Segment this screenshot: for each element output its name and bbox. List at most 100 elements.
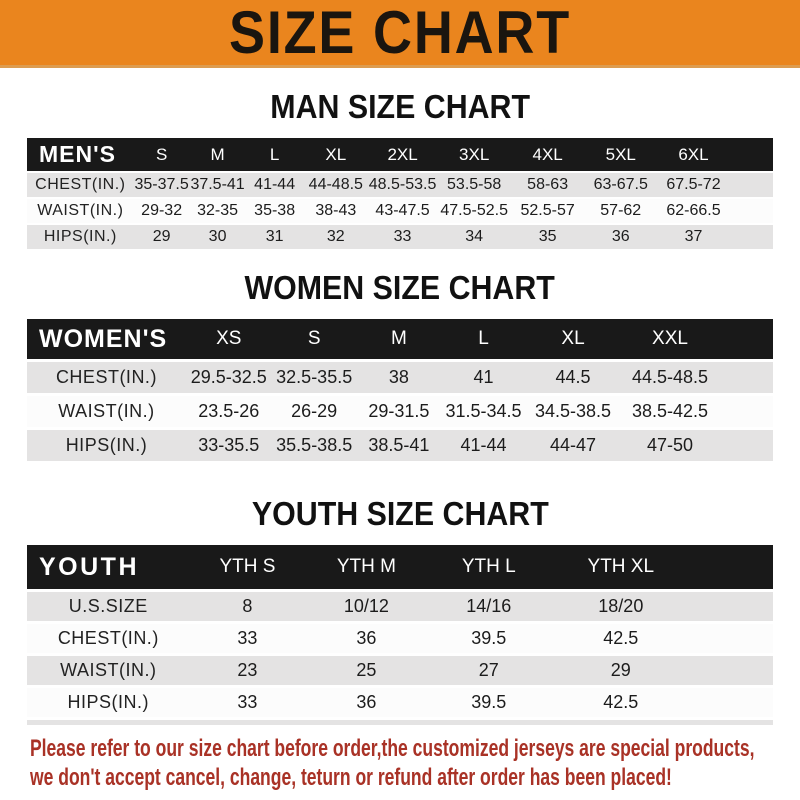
- column-header: XS: [216, 328, 242, 349]
- footer-note-line-2: we don't accept cancel, change, teturn o…: [30, 764, 672, 791]
- section-heading-text-women: WOMEN SIZE CHART: [244, 269, 556, 306]
- row-label: U.S.SIZE: [68, 596, 148, 616]
- size-value-cell: 30: [208, 228, 227, 245]
- table-row: HIPS(IN.) 33-35.5 35.5-38.5 38.5-41 41-44 44-…: [27, 430, 773, 461]
- size-value-cell: 44.5-48.5: [631, 367, 709, 387]
- size-value-cell: 37.5-41: [190, 176, 245, 193]
- section-heading-text-men: MAN SIZE CHART: [270, 88, 530, 125]
- table-row: CHEST(IN.) 33 36 39.5 42.5: [27, 624, 773, 653]
- row-label: HIPS(IN.): [43, 228, 117, 245]
- size-value-cell: 26-29: [291, 401, 338, 421]
- row-label: WAIST(IN.): [37, 202, 124, 219]
- size-value-cell: 35-38: [254, 202, 296, 219]
- table-row: HIPS(IN.) 29 30 31 32 33 34 35 36 37: [27, 225, 773, 249]
- size-value-cell: 31: [265, 228, 284, 245]
- size-value-cell: 38.5-42.5: [631, 401, 709, 421]
- table-bottom-strip: [27, 720, 773, 725]
- size-value-cell: 44-47: [550, 435, 597, 455]
- size-value-cell: 47-50: [646, 435, 694, 455]
- size-value-cell: 23: [237, 660, 258, 680]
- row-label: CHEST(IN.): [55, 367, 157, 387]
- size-value-cell: 38.5-41: [368, 435, 430, 455]
- section-heading-men: MAN SIZE CHART: [0, 90, 800, 123]
- size-value-cell: 8: [242, 596, 253, 616]
- size-value-cell: 57-62: [600, 202, 642, 219]
- footer-note-line-1: Please refer to our size chart before or…: [30, 735, 755, 762]
- size-value-cell: 29-31.5: [368, 401, 430, 421]
- table-corner-label-men: MEN'S: [39, 141, 116, 167]
- column-header: YTH S: [219, 556, 276, 577]
- table-header-row-women: WOMEN'S XS S M L XL XXL: [27, 319, 773, 359]
- size-value-cell: 29: [152, 228, 171, 245]
- size-value-cell: 35: [538, 228, 557, 245]
- size-value-cell: 29: [610, 660, 631, 680]
- table-corner-label-youth: YOUTH: [39, 552, 139, 581]
- row-label: HIPS(IN.): [67, 692, 150, 712]
- size-value-cell: 33: [237, 628, 258, 648]
- column-header: YTH L: [461, 556, 516, 577]
- table-row: HIPS(IN.) 33 36 39.5 42.5: [27, 688, 773, 717]
- size-value-cell: 36: [356, 628, 377, 648]
- size-value-cell: 32.5-35.5: [276, 367, 353, 387]
- size-value-cell: 36: [356, 692, 377, 712]
- column-header: XXL: [652, 328, 688, 349]
- column-header: YTH M: [336, 556, 396, 577]
- size-value-cell: 25: [356, 660, 377, 680]
- table-row: WAIST(IN.) 29-32 32-35 35-38 38-43 43-47.5 47.…: [27, 199, 773, 223]
- size-value-cell: 33: [393, 228, 412, 245]
- size-value-cell: 42.5: [603, 628, 639, 648]
- size-value-cell: 35.5-38.5: [276, 435, 353, 455]
- table-corner-label-women: WOMEN'S: [39, 324, 168, 353]
- size-value-cell: 41-44: [254, 176, 296, 193]
- footer-note: Please refer to our size chart before or…: [30, 734, 800, 792]
- size-value-cell: 18/20: [598, 596, 644, 616]
- size-value-cell: 62-66.5: [666, 202, 721, 219]
- column-header: M: [210, 144, 225, 164]
- size-value-cell: 67.5-72: [666, 176, 721, 193]
- size-value-cell: 34: [465, 228, 484, 245]
- column-header: 2XL: [387, 144, 418, 164]
- size-value-cell: 32: [326, 228, 345, 245]
- size-value-cell: 35-37.5: [134, 176, 189, 193]
- row-label: CHEST(IN.): [57, 628, 159, 648]
- row-label: WAIST(IN.): [60, 660, 157, 680]
- row-label: HIPS(IN.): [65, 435, 148, 455]
- size-value-cell: 63-67.5: [593, 176, 648, 193]
- size-value-cell: 41-44: [460, 435, 507, 455]
- size-value-cell: 47.5-52.5: [440, 202, 508, 219]
- table-row: CHEST(IN.) 29.5-32.5 32.5-35.5 38 41 44.5 44.5…: [27, 362, 773, 393]
- column-header: XL: [325, 144, 347, 164]
- size-table-youth: YOUTH YTH S YTH M YTH L YTH XL U.S.SIZE 8 10/12…: [27, 545, 773, 717]
- size-table-men: MEN'S S M L XL 2XL 3XL 4XL 5XL 6XL CHEST(IN.) 35-37…: [27, 138, 773, 249]
- size-value-cell: 58-63: [527, 176, 569, 193]
- column-header: 5XL: [605, 144, 636, 164]
- size-value-cell: 29-32: [141, 202, 183, 219]
- size-value-cell: 23.5-26: [198, 401, 260, 421]
- table-header-row-men: MEN'S S M L XL 2XL 3XL 4XL 5XL 6XL: [27, 138, 773, 171]
- size-value-cell: 37: [684, 228, 703, 245]
- size-value-cell: 29.5-32.5: [190, 367, 267, 387]
- column-header: 4XL: [532, 144, 563, 164]
- column-header: L: [269, 144, 280, 164]
- size-value-cell: 27: [478, 660, 499, 680]
- size-value-cell: 44.5: [555, 367, 591, 387]
- size-value-cell: 44-48.5: [308, 176, 363, 193]
- size-value-cell: 32-35: [197, 202, 239, 219]
- table-row: WAIST(IN.) 23.5-26 26-29 29-31.5 31.5-34.5 34…: [27, 396, 773, 427]
- table-row: WAIST(IN.) 23 25 27 29: [27, 656, 773, 685]
- table-row: U.S.SIZE 8 10/12 14/16 18/20: [27, 592, 773, 621]
- size-chart-banner: SIZE CHART: [0, 0, 800, 68]
- row-label: WAIST(IN.): [58, 401, 155, 421]
- table-row: CHEST(IN.) 35-37.5 37.5-41 41-44 44-48.5 48.5…: [27, 173, 773, 197]
- row-label: CHEST(IN.): [35, 176, 126, 193]
- size-value-cell: 39.5: [471, 628, 507, 648]
- size-value-cell: 53.5-58: [447, 176, 502, 193]
- size-value-cell: 48.5-53.5: [368, 176, 437, 193]
- column-header: M: [390, 328, 407, 349]
- sections: MAN SIZE CHART MEN'S S M L XL 2XL 3XL 4XL 5XL 6XL C…: [0, 90, 800, 725]
- table-header-row-youth: YOUTH YTH S YTH M YTH L YTH XL: [27, 545, 773, 589]
- size-value-cell: 14/16: [466, 596, 512, 616]
- size-value-cell: 38-43: [315, 202, 357, 219]
- section-heading-women: WOMEN SIZE CHART: [0, 271, 800, 304]
